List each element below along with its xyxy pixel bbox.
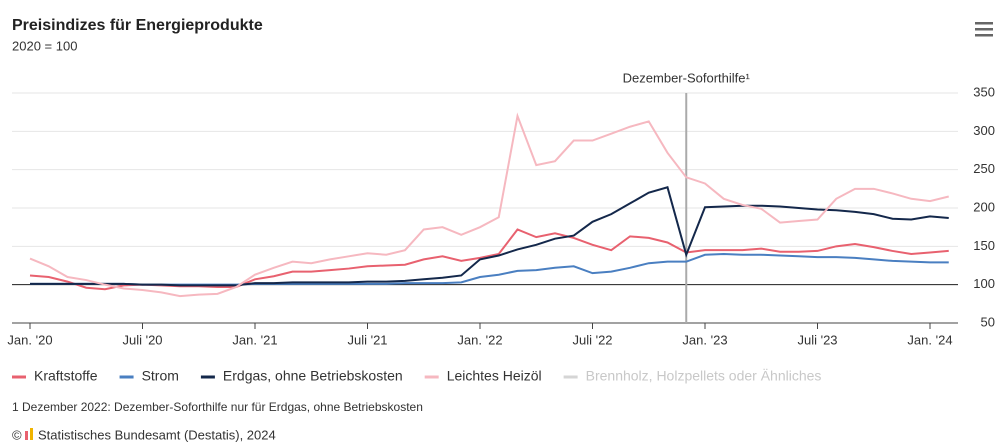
- y-tick-label: 100: [973, 276, 995, 291]
- x-tick-label: Jan. '20: [7, 332, 52, 347]
- legend-label: Kraftstoffe: [34, 368, 98, 384]
- chart-title: Preisindizes für Energieprodukte: [12, 17, 263, 34]
- y-tick-label: 300: [973, 123, 995, 138]
- legend-label: Leichtes Heizöl: [447, 368, 542, 384]
- source: Statistisches Bundesamt (Destatis), 2024: [38, 427, 276, 442]
- y-tick-label: 150: [973, 238, 995, 253]
- menu-bar[interactable]: [975, 34, 993, 37]
- logo: [30, 428, 33, 440]
- y-tick-label: 350: [973, 84, 995, 99]
- x-tick-label: Jan. '23: [682, 332, 727, 347]
- y-tick-label: 250: [973, 161, 995, 176]
- x-tick-label: Juli '23: [797, 332, 837, 347]
- x-tick-label: Juli '20: [122, 332, 162, 347]
- annotation-label: Dezember-Soforthilfe¹: [623, 70, 751, 85]
- legend-label: Strom: [142, 368, 179, 384]
- x-tick-label: Juli '21: [347, 332, 387, 347]
- y-tick-label: 50: [981, 314, 995, 329]
- series-line: [29, 112, 949, 298]
- legend-label: Erdgas, ohne Betriebskosten: [223, 368, 403, 384]
- menu-icon[interactable]: [975, 22, 993, 37]
- footnote: 1 Dezember 2022: Dezember-Soforthilfe nu…: [12, 400, 423, 414]
- x-tick-label: Jan. '21: [232, 332, 277, 347]
- series-line: [29, 228, 949, 291]
- x-tick-label: Juli '22: [572, 332, 612, 347]
- y-tick-label: 200: [973, 199, 995, 214]
- legend-label: Brennholz, Holzpellets oder Ähnliches: [586, 368, 822, 384]
- series-line: [30, 186, 949, 287]
- menu-bar[interactable]: [975, 22, 993, 25]
- source-icon: ©: [12, 427, 22, 442]
- x-tick-label: Jan. '22: [457, 332, 502, 347]
- menu-bar[interactable]: [975, 28, 993, 31]
- chart-subtitle: 2020 = 100: [12, 38, 77, 53]
- logo: [25, 431, 28, 440]
- x-tick-label: Jan. '24: [907, 332, 952, 347]
- series-line: [30, 252, 949, 286]
